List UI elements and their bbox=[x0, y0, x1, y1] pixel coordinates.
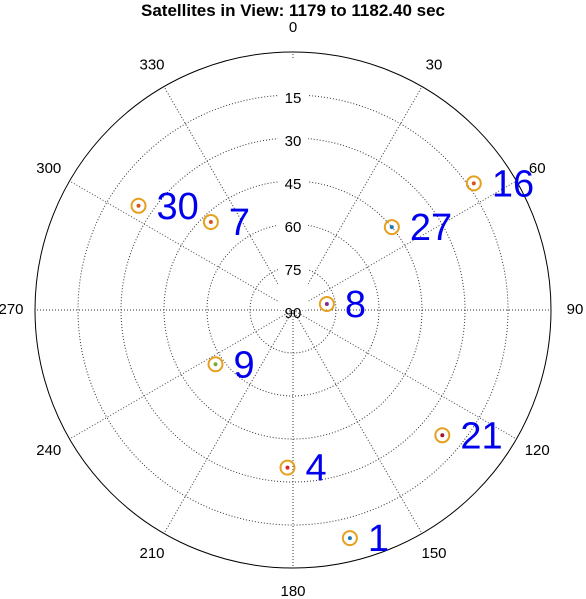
satellite-ring-prn-9 bbox=[207, 356, 224, 373]
satellite-ring-prn-8 bbox=[318, 296, 335, 313]
satellite-dot-prn-21 bbox=[440, 433, 445, 438]
satellite-label-prn-8: 8 bbox=[345, 284, 366, 326]
satellite-dot-prn-16 bbox=[471, 181, 476, 186]
satellite-dot-prn-4 bbox=[285, 465, 290, 470]
satellite-dot-prn-27 bbox=[389, 225, 394, 230]
azimuth-tick-label: 330 bbox=[139, 57, 164, 74]
satellite-dot-prn-9 bbox=[213, 362, 218, 367]
polar-grid bbox=[34, 51, 552, 569]
elevation-tick-label: 30 bbox=[285, 133, 302, 150]
azimuth-spoke bbox=[292, 309, 517, 440]
satellite-dot-prn-8 bbox=[324, 302, 329, 307]
azimuth-tick-label: 300 bbox=[36, 160, 61, 177]
satellite-dot-prn-1 bbox=[347, 536, 352, 541]
satellite-label-prn-21: 21 bbox=[460, 415, 502, 457]
elevation-tick-label: 45 bbox=[285, 176, 302, 193]
azimuth-tick-label: 240 bbox=[36, 442, 61, 459]
elevation-tick-label: 60 bbox=[285, 219, 302, 236]
azimuth-spoke bbox=[292, 309, 423, 534]
satellite-dot-prn-30 bbox=[136, 203, 141, 208]
azimuth-spoke bbox=[163, 309, 294, 534]
satellite-ring-prn-30 bbox=[130, 197, 147, 214]
satellite-dot-prn-7 bbox=[208, 219, 213, 224]
azimuth-tick-label: 0 bbox=[289, 19, 297, 36]
satellite-ring-prn-4 bbox=[279, 459, 296, 476]
satellite-label-prn-30: 30 bbox=[157, 186, 199, 228]
azimuth-spoke bbox=[69, 180, 294, 311]
azimuth-tick-label: 120 bbox=[525, 442, 550, 459]
satellite-label-prn-7: 7 bbox=[229, 202, 250, 244]
satellite-label-prn-9: 9 bbox=[234, 344, 255, 386]
satellite-label-prn-27: 27 bbox=[410, 207, 452, 249]
azimuth-spoke bbox=[292, 86, 423, 311]
elevation-ring bbox=[77, 94, 509, 526]
satellite-ring-prn-21 bbox=[434, 427, 451, 444]
elevation-ring bbox=[206, 223, 380, 397]
azimuth-spoke bbox=[163, 86, 294, 311]
azimuth-tick-label: 90 bbox=[567, 301, 584, 318]
azimuth-tick-label: 60 bbox=[529, 160, 546, 177]
azimuth-spoke bbox=[69, 309, 294, 440]
satellite-label-prn-16: 16 bbox=[492, 163, 534, 205]
satellite-ring-prn-1 bbox=[341, 530, 358, 547]
azimuth-spoke bbox=[292, 180, 517, 311]
satellite-ring-prn-27 bbox=[383, 219, 400, 236]
elevation-tick-label: 75 bbox=[285, 262, 302, 279]
elevation-tick-label: 90 bbox=[285, 305, 302, 322]
elevation-label-backdrop bbox=[278, 58, 308, 310]
azimuth-tick-label: 270 bbox=[0, 301, 24, 318]
azimuth-tick-label: 150 bbox=[421, 545, 446, 562]
satellite-label-prn-1: 1 bbox=[368, 518, 389, 560]
chart-title: Satellites in View: 1179 to 1182.40 sec bbox=[141, 1, 445, 20]
elevation-tick-label: 15 bbox=[285, 90, 302, 107]
satellite-markers: 14 7 8 9 16 21 27 30 bbox=[130, 163, 534, 560]
satellite-label-prn-4: 4 bbox=[305, 448, 326, 490]
axis-labels: 15 30 45 60 75 90 0 30 60 90 120 150 180 210 240 270 300… bbox=[0, 19, 583, 599]
azimuth-tick-label: 180 bbox=[280, 583, 305, 599]
azimuth-tick-label: 210 bbox=[139, 545, 164, 562]
satellite-ring-prn-7 bbox=[202, 213, 219, 230]
outer-ring bbox=[34, 51, 552, 569]
satellite-ring-prn-16 bbox=[465, 175, 482, 192]
azimuth-tick-label: 30 bbox=[426, 57, 443, 74]
